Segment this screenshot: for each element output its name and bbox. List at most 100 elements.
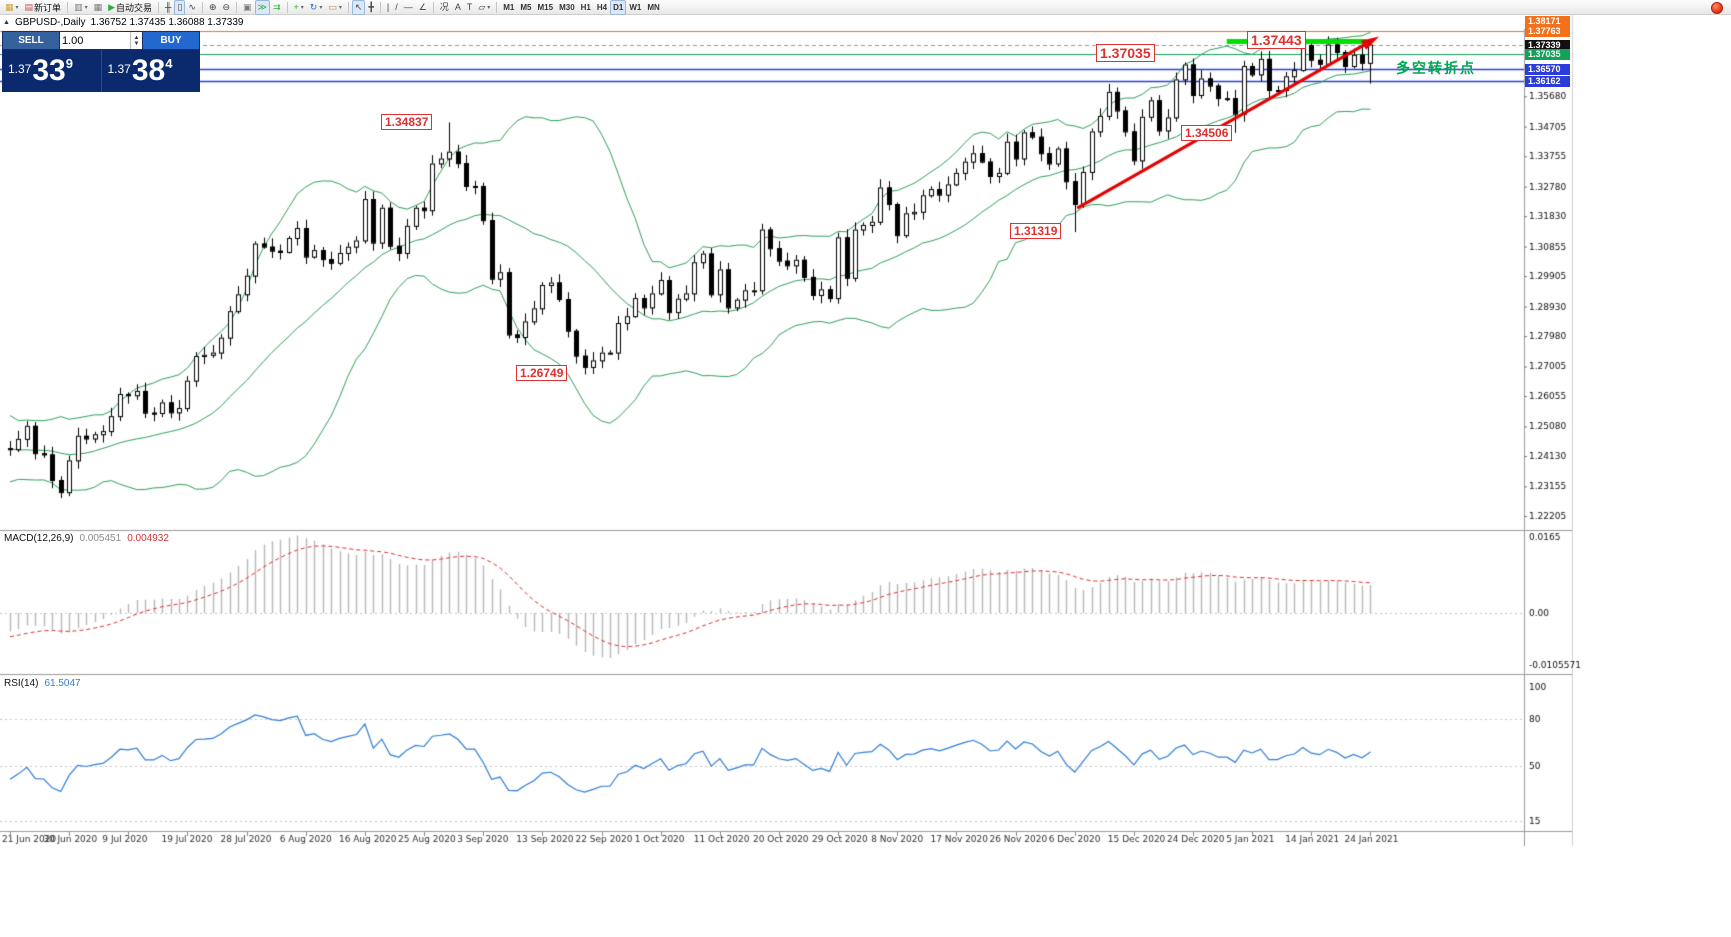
volume-down-icon[interactable]: ▼ (133, 40, 140, 47)
bar-chart-type-icon: ╫ (165, 2, 172, 12)
text-tool-icon: A (454, 2, 461, 12)
sell-button[interactable]: SELL (2, 31, 60, 50)
ask-price-main: 38 (131, 54, 166, 87)
timeframe-d1-button[interactable]: D1 (610, 0, 627, 15)
volume-input[interactable] (60, 32, 130, 49)
toolbar-separator (67, 1, 69, 13)
price-annotation[interactable]: 1.34837 (381, 114, 433, 130)
price-annotation[interactable]: 1.26749 (516, 365, 568, 381)
volume-up-icon[interactable]: ▲ (133, 34, 140, 41)
horizontal-line-tool-button[interactable]: — (401, 0, 416, 15)
templates-button[interactable]: ▭ ▾ (325, 0, 345, 15)
timeframe-label: M15 (537, 2, 554, 12)
alert-icon[interactable] (1711, 2, 1723, 14)
vertical-line-tool-button[interactable]: | (384, 0, 392, 15)
bid-price-main: 33 (32, 54, 66, 87)
line-chart-type-button[interactable]: ∿ (185, 0, 199, 15)
price-axis-badge: 1.37763 (1525, 26, 1570, 38)
macd-value-signal: 0.004932 (127, 533, 169, 544)
bid-price-pip: 9 (65, 56, 73, 71)
buy-button[interactable]: BUY (142, 31, 200, 50)
collapse-one-click-icon[interactable]: ▲ (3, 18, 10, 26)
tile-windows-button[interactable]: ▣ (240, 0, 255, 15)
auto-trading-button-label: 自动交易 (116, 2, 153, 13)
new-order-button[interactable]: ▤ 新订单 (22, 0, 65, 15)
new-chart-icon: ▦ (5, 2, 14, 12)
dropdown-caret-icon[interactable]: ▾ (84, 4, 88, 11)
one-click-trading-panel: SELL ▲ ▼ BUY 1.37339 1.37384 (2, 31, 200, 92)
fibonacci-tool-button[interactable]: 况 (437, 0, 452, 15)
price-axis-badge: 1.37035 (1525, 49, 1570, 61)
trade-controls-row: SELL ▲ ▼ BUY (2, 31, 200, 50)
price-annotation[interactable]: 1.37443 (1247, 31, 1306, 49)
dropdown-caret-icon[interactable]: ▾ (487, 4, 491, 11)
timeframe-label: MN (647, 2, 660, 12)
tile-windows-icon: ▣ (243, 2, 252, 12)
toolbar-separator (286, 1, 288, 13)
timeframe-m1-button[interactable]: M1 (500, 0, 517, 15)
price-annotation[interactable]: 1.37035 (1096, 44, 1155, 62)
timeframe-m5-button[interactable]: M5 (517, 0, 534, 15)
label-tool-button[interactable]: T (464, 0, 476, 15)
templates-icon: ▭ (328, 2, 337, 12)
timeframe-label: M30 (559, 2, 575, 12)
new-chart-button[interactable]: ▦ ▾ (2, 0, 22, 15)
line-chart-type-icon: ∿ (188, 2, 196, 12)
auto-trading-icon: ▶ (108, 2, 116, 12)
chart-shift-button[interactable]: ⇉ (270, 0, 284, 15)
trendline-tool-icon: / (395, 2, 398, 12)
rsi-label: RSI(14) 61.5047 (4, 678, 81, 689)
indicators-button[interactable]: + ▾ (291, 0, 307, 15)
cycles-icon: ↻ (309, 2, 318, 12)
auto-scroll-button[interactable]: ≫ (254, 0, 270, 15)
price-annotation[interactable]: 1.31319 (1010, 223, 1062, 239)
toolbar-separator (432, 1, 434, 13)
cursor-tool-icon: ↖ (354, 2, 363, 12)
turning-point-label[interactable]: 多空转折点 (1396, 60, 1476, 76)
equidistant-channel-tool-button[interactable]: ∠ (416, 0, 430, 15)
zoom-in-icon: ⊕ (208, 2, 217, 12)
price-annotation[interactable]: 1.34506 (1181, 125, 1233, 141)
timeframe-h4-button[interactable]: H4 (594, 0, 610, 15)
new-order-button-label: 新订单 (34, 2, 62, 13)
dropdown-caret-icon[interactable]: ▾ (300, 4, 304, 11)
toolbar-separator (347, 1, 349, 13)
indicators-icon: + (293, 2, 299, 12)
auto-trading-button[interactable]: ▶ 自动交易 (105, 0, 155, 15)
equidistant-channel-tool-icon: ∠ (418, 2, 427, 12)
timeframe-label: H4 (596, 2, 608, 12)
fibonacci-tool-icon: 况 (439, 2, 449, 12)
timeframe-m15-button[interactable]: M15 (535, 0, 557, 15)
toolbar-separator (496, 1, 498, 13)
macd-value-main: 0.005451 (79, 533, 122, 544)
macd-label: MACD(12,26,9) 0.005451 0.004932 (4, 533, 169, 544)
charts-grid-button[interactable]: ▦ (91, 0, 106, 15)
candlestick-type-button[interactable]: ▯ (174, 0, 186, 15)
profiles-button[interactable]: ▥ ▾ (71, 0, 91, 15)
cycles-button[interactable]: ↻ ▾ (307, 0, 326, 15)
timeframe-m30-button[interactable]: M30 (556, 0, 578, 15)
shapes-button[interactable]: ▱ ▾ (475, 0, 493, 15)
ask-price-pip: 4 (165, 56, 173, 71)
bar-chart-type-button[interactable]: ╫ (162, 0, 174, 15)
cursor-tool-button[interactable]: ↖ (351, 0, 366, 15)
trade-prices-row: 1.37339 1.37384 (2, 50, 200, 92)
ask-price-base: 1.37 (107, 62, 131, 76)
crosshair-tool-button[interactable]: ╋ (365, 0, 376, 15)
dropdown-caret-icon[interactable]: ▾ (319, 4, 323, 11)
zoom-in-button[interactable]: ⊕ (206, 0, 220, 15)
horizontal-line-tool-icon: — (403, 2, 413, 12)
candlestick-type-icon: ▯ (177, 2, 183, 12)
trendline-tool-button[interactable]: / (392, 0, 401, 15)
zoom-out-button[interactable]: ⊖ (219, 0, 233, 15)
dropdown-caret-icon[interactable]: ▾ (15, 4, 19, 11)
crosshair-tool-icon: ╋ (368, 2, 374, 12)
dropdown-caret-icon[interactable]: ▾ (338, 4, 342, 11)
timeframe-mn-button[interactable]: MN (644, 0, 662, 15)
toolbar-separator (236, 1, 238, 13)
timeframe-w1-button[interactable]: W1 (626, 0, 644, 15)
text-tool-button[interactable]: A (452, 0, 464, 15)
chart-shift-icon: ⇉ (272, 2, 281, 12)
timeframe-h1-button[interactable]: H1 (578, 0, 594, 15)
